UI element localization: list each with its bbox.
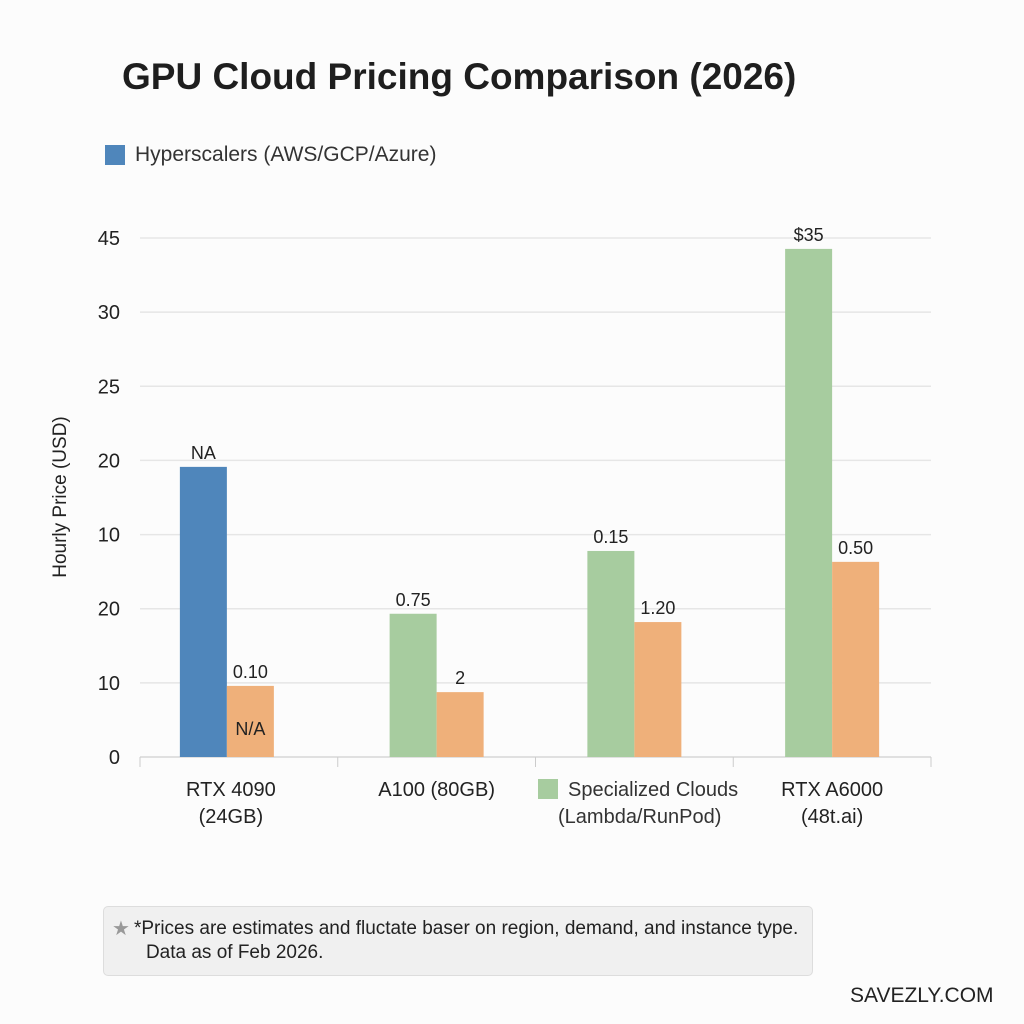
legend-swatch xyxy=(538,779,558,799)
bar-value-label: 2 xyxy=(455,668,465,688)
bar xyxy=(389,613,437,757)
y-axis-label: Hourly Price (USD) xyxy=(50,416,71,578)
bar xyxy=(179,466,227,757)
legend-item-hyperscalers: Hyperscalers (AWS/GCP/Azure) xyxy=(105,143,436,167)
legend-label-sub: (Lambda/RunPod) xyxy=(558,806,722,828)
brand-watermark: SAVEZLY.COM xyxy=(850,984,994,1007)
footnote-lines: *Prices are estimates and fluctate baser… xyxy=(134,917,798,965)
footnote-box: ★ *Prices are estimates and fluctate bas… xyxy=(103,906,814,976)
category-line-2: (48t.ai) xyxy=(801,806,864,828)
bar xyxy=(832,561,880,757)
legend-item-specialized: Specialized Clouds (Lambda/RunPod) xyxy=(538,777,738,831)
bar xyxy=(587,550,635,757)
footnote-line-2: Data as of Feb 2026. xyxy=(145,942,324,963)
bar xyxy=(226,685,274,757)
bar-value-label: NA xyxy=(191,443,216,463)
y-tick-label: 0 xyxy=(109,747,120,769)
footnote-line-1: *Prices are estimates and fluctate baser… xyxy=(133,918,799,939)
category-line-1: A100 (80GB) xyxy=(378,779,495,801)
x-category-label: RTX A6000 (48t.ai) xyxy=(781,777,883,831)
chart-title: GPU Cloud Pricing Comparison (2026) xyxy=(122,56,797,97)
category-line-1: RTX A6000 xyxy=(781,779,884,801)
legend-swatch xyxy=(105,145,125,165)
category-line-2: (24GB) xyxy=(198,806,264,828)
bar xyxy=(436,692,484,757)
y-tick-label: 25 xyxy=(98,376,120,398)
y-tick-label: 20 xyxy=(98,450,120,472)
category-line-1: RTX 4090 xyxy=(186,779,276,801)
y-tick-label: 30 xyxy=(98,302,120,324)
x-category-label: A100 (80GB) xyxy=(378,777,495,804)
x-category-label: RTX 4090 (24GB) xyxy=(186,777,276,831)
legend-label: Hyperscalers (AWS/GCP/Azure) xyxy=(135,143,437,166)
y-tick-label: 20 xyxy=(98,599,120,621)
y-tick-label: 10 xyxy=(98,525,120,547)
legend-label: Specialized Clouds xyxy=(568,779,739,801)
bar-value-label: $35 xyxy=(794,225,824,245)
y-tick-label: 10 xyxy=(98,673,120,695)
y-tick-label: 45 xyxy=(98,228,120,250)
bar-value-label: 1.20 xyxy=(640,598,675,618)
bar xyxy=(634,622,682,757)
bar-inner-label: N/A xyxy=(235,719,265,739)
bar-value-label: 0.75 xyxy=(396,590,431,610)
bar-value-label: 0.50 xyxy=(838,538,873,558)
bar-value-label: 0.10 xyxy=(233,662,268,682)
star-icon: ★ xyxy=(112,918,130,940)
bar-value-label: 0.15 xyxy=(593,527,628,547)
bar xyxy=(785,248,833,758)
